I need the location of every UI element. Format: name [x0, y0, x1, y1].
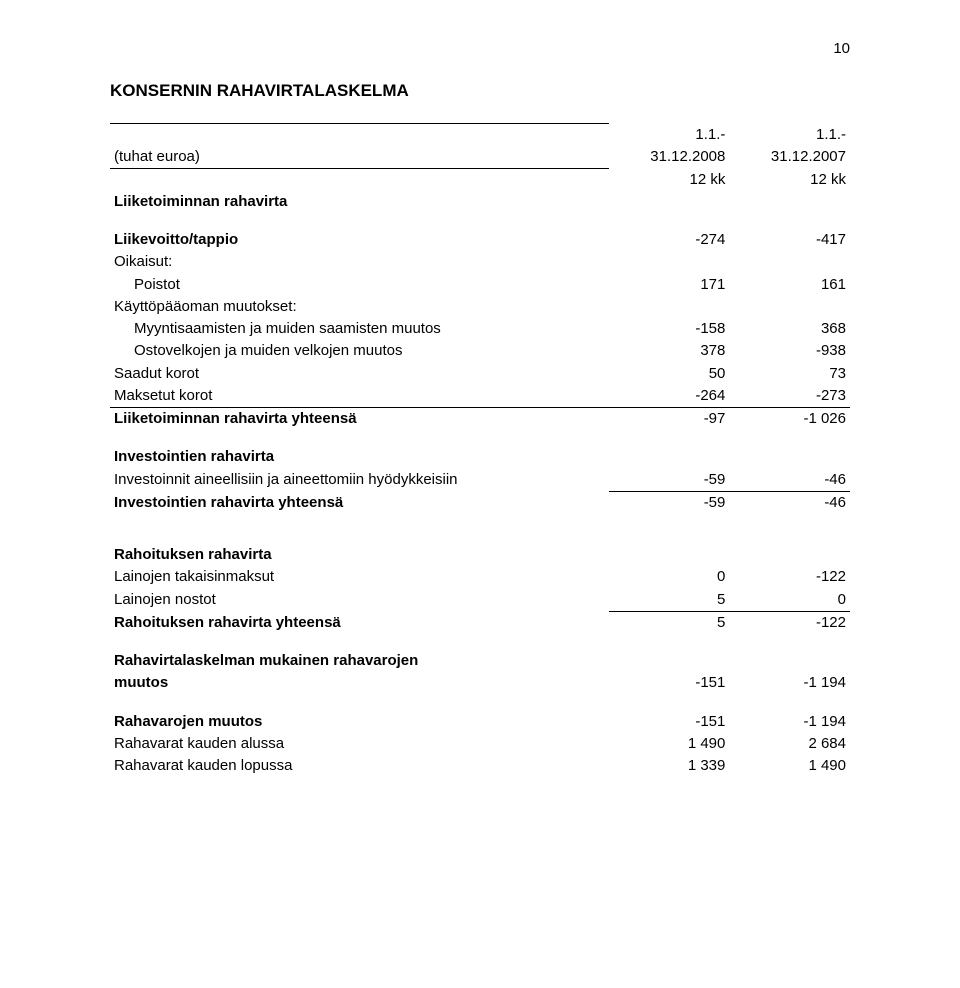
table-row: Rahoituksen rahavirta yhteensä 5 -122 — [110, 611, 850, 634]
row-label: Rahavarat kauden lopussa — [110, 755, 609, 777]
table-row: Liikevoitto/tappio -274 -417 — [110, 229, 850, 251]
row-value: -417 — [729, 229, 850, 251]
col2-period-line1: 1.1.- — [729, 124, 850, 146]
row-value: 73 — [729, 363, 850, 385]
row-value: 1 490 — [609, 733, 730, 755]
table-row: Poistot 171 161 — [110, 274, 850, 296]
table-row: Käyttöpääoman muutokset: — [110, 296, 850, 318]
table-row: Rahavarat kauden alussa 1 490 2 684 — [110, 733, 850, 755]
row-value: -151 — [609, 672, 730, 694]
row-value: 2 684 — [729, 733, 850, 755]
row-value: 0 — [729, 589, 850, 612]
table-row: Liiketoiminnan rahavirta — [110, 191, 850, 213]
row-value: 5 — [609, 611, 730, 634]
table-header-row: (tuhat euroa) 31.12.2008 31.12.2007 — [110, 146, 850, 169]
row-value: 161 — [729, 274, 850, 296]
row-label: Ostovelkojen ja muiden velkojen muutos — [110, 340, 609, 362]
row-value: 368 — [729, 318, 850, 340]
row-label: Maksetut korot — [110, 385, 609, 408]
table-row: Lainojen nostot 5 0 — [110, 589, 850, 612]
row-label: Rahavarojen muutos — [110, 711, 609, 733]
table-row: Maksetut korot -264 -273 — [110, 385, 850, 408]
row-value: -264 — [609, 385, 730, 408]
row-label: Käyttöpääoman muutokset: — [110, 296, 609, 318]
row-label: Investoinnit aineellisiin ja aineettomii… — [110, 469, 609, 492]
page-number: 10 — [110, 40, 850, 57]
row-value: -122 — [729, 566, 850, 588]
row-label: Rahavarat kauden alussa — [110, 733, 609, 755]
col1-period-line2: 31.12.2008 — [609, 146, 730, 169]
row-label: Liikevoitto/tappio — [110, 229, 609, 251]
investing-header: Investointien rahavirta — [110, 446, 609, 468]
row-label: Rahavirtalaskelman mukainen rahavarojen — [110, 650, 609, 672]
row-value: -97 — [609, 408, 730, 431]
table-row: Rahavirtalaskelman mukainen rahavarojen — [110, 650, 850, 672]
row-label: Myyntisaamisten ja muiden saamisten muut… — [110, 318, 609, 340]
row-value: -158 — [609, 318, 730, 340]
row-value: -1 026 — [729, 408, 850, 431]
row-value: -46 — [729, 491, 850, 514]
table-row: Investoinnit aineellisiin ja aineettomii… — [110, 469, 850, 492]
row-label: Lainojen nostot — [110, 589, 609, 612]
row-value: -1 194 — [729, 672, 850, 694]
unit-label: (tuhat euroa) — [110, 146, 609, 169]
row-value: -151 — [609, 711, 730, 733]
table-row: Rahavarat kauden lopussa 1 339 1 490 — [110, 755, 850, 777]
row-value: 1 339 — [609, 755, 730, 777]
row-label: Rahoituksen rahavirta yhteensä — [110, 611, 609, 634]
row-label: Investointien rahavirta yhteensä — [110, 491, 609, 514]
cashflow-table: 1.1.- 1.1.- (tuhat euroa) 31.12.2008 31.… — [110, 123, 850, 777]
row-value: 5 — [609, 589, 730, 612]
row-label: Saadut korot — [110, 363, 609, 385]
row-value: 1 490 — [729, 755, 850, 777]
table-header-row: 1.1.- 1.1.- — [110, 124, 850, 146]
row-value: -1 194 — [729, 711, 850, 733]
row-value: -274 — [609, 229, 730, 251]
row-value: -59 — [609, 491, 730, 514]
row-value: -59 — [609, 469, 730, 492]
row-label: Poistot — [110, 274, 609, 296]
row-label: muutos — [110, 672, 609, 694]
row-value: 50 — [609, 363, 730, 385]
table-row: Lainojen takaisinmaksut 0 -122 — [110, 566, 850, 588]
table-row: Myyntisaamisten ja muiden saamisten muut… — [110, 318, 850, 340]
row-value: -46 — [729, 469, 850, 492]
row-value: -122 — [729, 611, 850, 634]
col2-period-line2: 31.12.2007 — [729, 146, 850, 169]
blank — [110, 124, 609, 146]
row-value: -273 — [729, 385, 850, 408]
row-value: 378 — [609, 340, 730, 362]
table-row: Rahoituksen rahavirta — [110, 544, 850, 566]
table-row: Rahavarojen muutos -151 -1 194 — [110, 711, 850, 733]
table-row: Investointien rahavirta — [110, 446, 850, 468]
table-row: muutos -151 -1 194 — [110, 672, 850, 694]
col1-period-line3: 12 kk — [609, 169, 730, 191]
row-value: 171 — [609, 274, 730, 296]
table-row: Oikaisut: — [110, 251, 850, 273]
row-label: Liiketoiminnan rahavirta yhteensä — [110, 408, 609, 431]
row-label: Lainojen takaisinmaksut — [110, 566, 609, 588]
table-row: Liiketoiminnan rahavirta yhteensä -97 -1… — [110, 408, 850, 431]
blank — [110, 169, 609, 191]
financing-header: Rahoituksen rahavirta — [110, 544, 609, 566]
row-value: -938 — [729, 340, 850, 362]
row-value: 0 — [609, 566, 730, 588]
operating-header: Liiketoiminnan rahavirta — [110, 191, 609, 213]
table-header-row: 12 kk 12 kk — [110, 169, 850, 191]
col2-period-line3: 12 kk — [729, 169, 850, 191]
row-label: Oikaisut: — [110, 251, 609, 273]
table-row: Investointien rahavirta yhteensä -59 -46 — [110, 491, 850, 514]
col1-period-line1: 1.1.- — [609, 124, 730, 146]
table-row: Ostovelkojen ja muiden velkojen muutos 3… — [110, 340, 850, 362]
page-title: KONSERNIN RAHAVIRTALASKELMA — [110, 81, 850, 101]
table-row: Saadut korot 50 73 — [110, 363, 850, 385]
